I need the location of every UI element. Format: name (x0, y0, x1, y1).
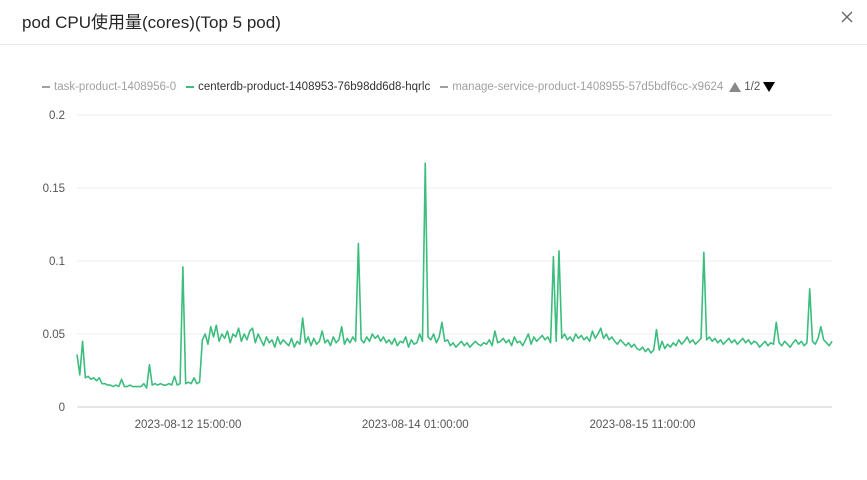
y-tick-label: 0.1 (49, 256, 65, 268)
legend-page-indicator: 1/2 (744, 81, 761, 93)
legend-item-manage-service[interactable]: manage-service-product-1408955-57d5bdf6c… (440, 81, 723, 93)
chart-legend: task-product-1408956-0 centerdb-product-… (42, 78, 776, 96)
legend-swatch (186, 86, 195, 88)
x-tick-label: 2023-08-15 11:00:00 (590, 419, 696, 431)
legend-item-task-product[interactable]: task-product-1408956-0 (42, 81, 176, 93)
x-tick-label: 2023-08-14 01:00:00 (362, 419, 469, 431)
y-tick-label: 0.15 (43, 183, 65, 195)
series-group (76, 162, 833, 389)
legend-item-centerdb-product[interactable]: centerdb-product-1408953-76b98dd6d8-hqrl… (186, 81, 430, 93)
grid-lines (77, 114, 832, 408)
legend-swatch (440, 86, 449, 88)
dialog-title: pod CPU使用量(cores)(Top 5 pod) (22, 13, 281, 32)
y-tick-label: 0.2 (49, 110, 65, 122)
x-tick-label: 2023-08-12 15:00:00 (135, 419, 242, 431)
page-down-icon[interactable] (763, 82, 776, 92)
page-up-icon[interactable] (729, 82, 742, 92)
legend-label: manage-service-product-1408955-57d5bdf6c… (452, 81, 724, 93)
y-axis: 0.2 0.15 0.1 0.05 0 (43, 110, 65, 414)
y-tick-label: 0.05 (43, 329, 65, 341)
legend-swatch (42, 86, 50, 88)
legend-pager: 1/2 (729, 81, 776, 93)
dialog-header: pod CPU使用量(cores)(Top 5 pod) (0, 0, 867, 45)
y-tick-label: 0 (59, 402, 65, 414)
legend-label: task-product-1408956-0 (54, 81, 177, 93)
series-line (76, 162, 833, 389)
x-axis: 2023-08-12 15:00:00 2023-08-14 01:00:00 20… (135, 419, 696, 431)
legend-label: centerdb-product-1408953-76b98dd6d8-hqrl… (198, 81, 431, 93)
close-icon[interactable] (836, 6, 858, 28)
